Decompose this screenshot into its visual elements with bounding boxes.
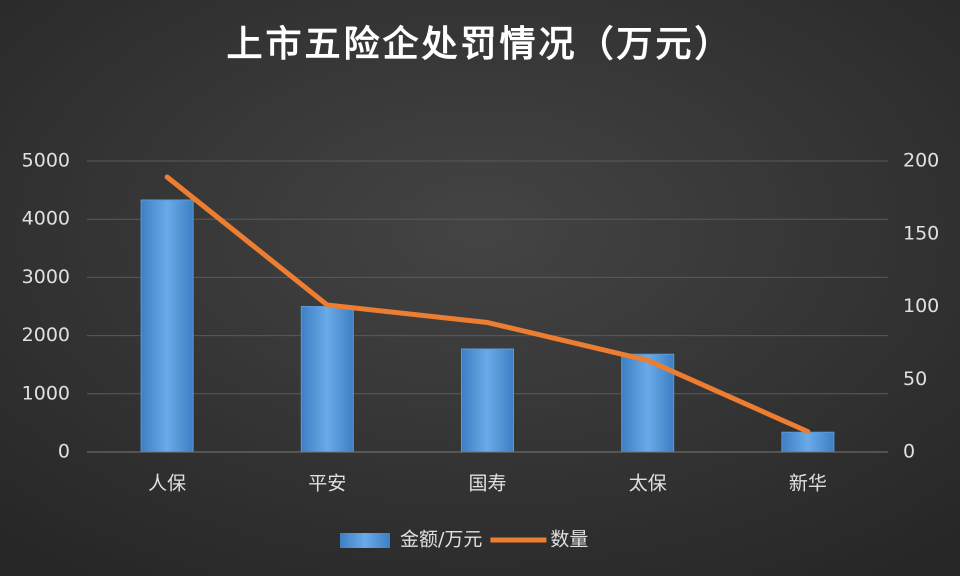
y-tick-label: 5000 [22, 150, 70, 172]
chart-title: 上市五险企处罚情况（万元） [226, 23, 733, 65]
y2-tick-label: 150 [903, 222, 939, 244]
y-tick-label: 1000 [22, 382, 70, 404]
y-tick-label: 0 [58, 441, 70, 463]
x-tick-label: 国寿 [468, 473, 506, 495]
bar [140, 199, 194, 453]
bar [461, 348, 514, 453]
x-tick-label: 平安 [308, 473, 346, 495]
y2-tick-label: 50 [903, 368, 927, 390]
y2-tick-label: 200 [903, 150, 939, 172]
x-tick-label: 人保 [148, 473, 186, 495]
y2-tick-label: 0 [903, 441, 915, 463]
bar [781, 431, 835, 453]
bar [300, 306, 354, 453]
legend-swatch [340, 533, 390, 548]
y-tick-label: 4000 [22, 208, 70, 230]
x-tick-label: 太保 [629, 473, 667, 495]
legend-label: 金额/万元 [400, 529, 482, 551]
line [164, 174, 811, 435]
x-tick-label: 新华 [789, 473, 827, 495]
y2-tick-label: 100 [903, 295, 939, 317]
y-tick-label: 3000 [22, 266, 70, 288]
y-tick-label: 2000 [22, 324, 70, 346]
legend-label: 数量 [550, 529, 588, 551]
